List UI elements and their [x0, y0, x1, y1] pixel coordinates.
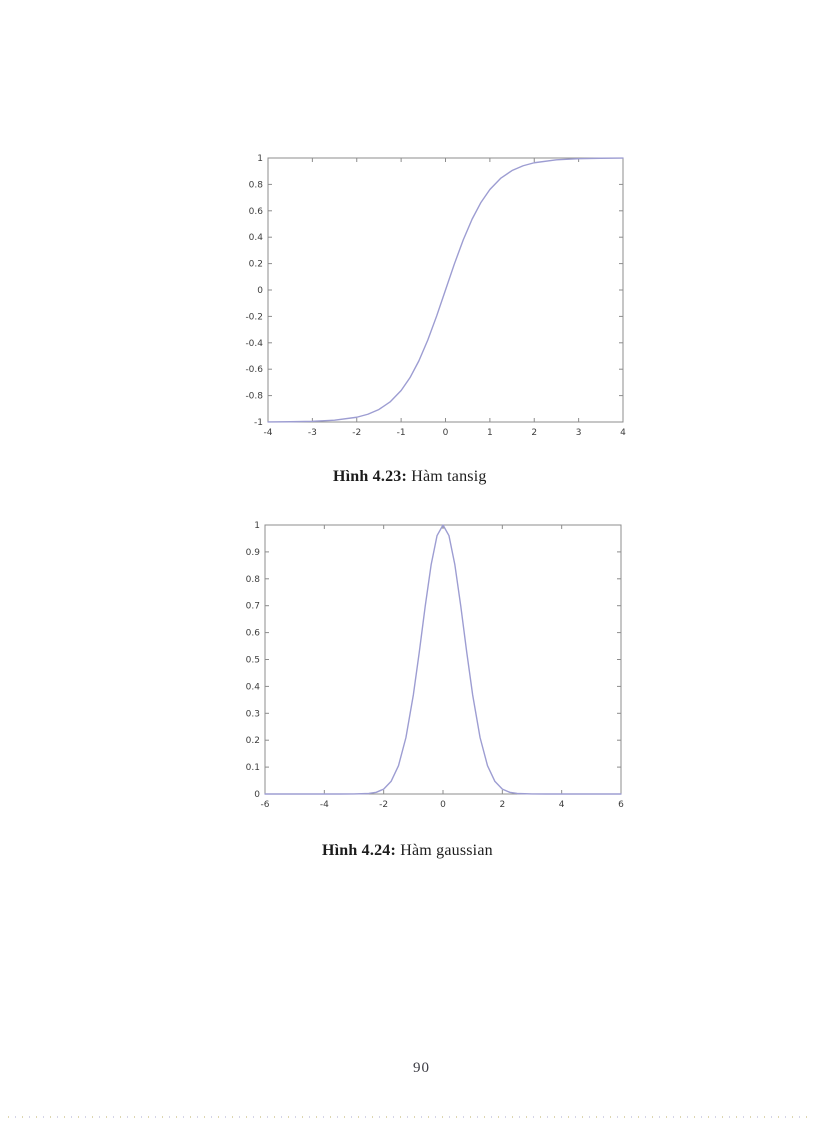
x-tick-label: 4 — [559, 800, 565, 808]
figure-caption-text: Hàm gaussian — [400, 842, 493, 859]
page-number: 90 — [413, 1060, 430, 1076]
gaussian-figure-plot: -6 -4 -2 0 2 4 6 1 0.9 0.8 0.7 0.6 0.5 0.4 0.3 0.2 0.1 0 — [246, 521, 624, 808]
y-tick-label: 0.4 — [249, 233, 264, 243]
x-tick-label: 2 — [499, 800, 505, 808]
y-tick-label: -0.6 — [245, 365, 263, 375]
y-tick-label: 0.6 — [246, 629, 261, 639]
x-tick-label: 0 — [440, 800, 446, 808]
plot-box — [264, 524, 622, 795]
figure-caption-label: Hình 4.24: — [322, 842, 397, 859]
tansig-figure-plot: -4 -3 -2 -1 0 1 2 3 4 1 0.8 0.6 0.4 0.2 0 -0.2 -0.4 -0.6 -… — [245, 154, 626, 438]
x-tick-label: -1 — [397, 428, 406, 438]
y-tick-label: 1 — [254, 521, 260, 531]
x-tick-label: -2 — [379, 800, 388, 808]
y-tick-label: -0.2 — [245, 312, 263, 322]
x-tick-label: 4 — [620, 428, 626, 438]
y-tick-label: 0.8 — [249, 180, 264, 190]
y-tick-label: 0.5 — [246, 656, 260, 666]
x-tick-label: -2 — [352, 428, 361, 438]
y-tick-label: 0.1 — [246, 763, 260, 773]
x-tick-label: 6 — [618, 800, 624, 808]
y-tick-label: 0.7 — [246, 602, 260, 612]
y-tick-label: -0.8 — [245, 392, 263, 402]
y-tick-label: 0 — [257, 286, 263, 296]
y-tick-label: 0.6 — [249, 207, 264, 217]
y-tick-label: 0.9 — [246, 548, 261, 558]
bottom-dotted-line — [8, 1116, 810, 1118]
y-tick-label: 0.8 — [246, 575, 261, 585]
x-tick-label: -4 — [320, 800, 329, 808]
tansig-curve — [267, 157, 624, 423]
x-tick-label: 0 — [443, 428, 449, 438]
gaussian-curve — [264, 524, 622, 795]
y-tick-label: 0.2 — [246, 736, 260, 746]
y-tick-label: 0.4 — [246, 682, 261, 692]
x-tick-label: 2 — [531, 428, 537, 438]
y-tick-label: 0.2 — [249, 260, 263, 270]
x-tick-label: -4 — [264, 428, 273, 438]
figure-caption-label: Hình 4.23: — [333, 468, 408, 485]
x-tick-label: 1 — [487, 428, 493, 438]
y-tick-label: 0 — [254, 790, 260, 800]
x-tick-label: -6 — [261, 800, 270, 808]
figure-caption-4-24: Hình 4.24: Hàm gaussian — [322, 842, 493, 860]
y-tick-label: 1 — [257, 154, 263, 164]
x-tick-label: -3 — [308, 428, 317, 438]
figure-caption-4-23: Hình 4.23: Hàm tansig — [333, 468, 487, 486]
figure-caption-text: Hàm tansig — [411, 468, 487, 485]
y-tick-label: 0.3 — [246, 709, 260, 719]
y-tick-label: -1 — [254, 418, 263, 428]
x-tick-label: 3 — [576, 428, 582, 438]
y-tick-label: -0.4 — [245, 339, 263, 349]
